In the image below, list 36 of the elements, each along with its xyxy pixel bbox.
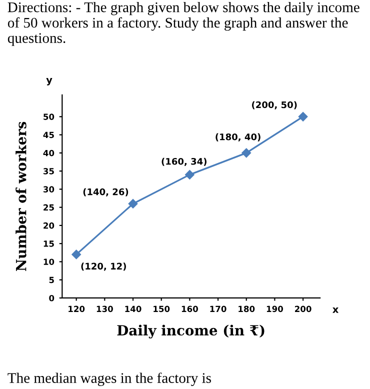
chart-title: Directions: - The graph given below shows the daily income of 50 workers in a factory. Study the graph and answer the questions. — [8, 2, 360, 46]
y-tick-label: 45 — [43, 132, 54, 138]
x-tick-label: 190 — [266, 306, 284, 312]
text: y — [46, 78, 52, 86]
point — [128, 199, 138, 208]
point — [72, 250, 81, 260]
annotation: (120, 12) — [81, 262, 126, 271]
y-tick-label: 25 — [44, 204, 54, 211]
y-tick-label: 5 — [49, 276, 54, 284]
x-tick-label: 120 — [68, 306, 85, 312]
y-tick-label: 0 — [49, 294, 54, 302]
x-axis-title: Daily income (in ₹) — [117, 324, 264, 338]
x-tick-label: 150 — [154, 306, 170, 312]
x-tick-label: 130 — [96, 306, 113, 312]
annotation: (140, 26) — [83, 188, 128, 196]
point — [185, 170, 194, 180]
y-tick-label: 15 — [44, 240, 54, 247]
x-tick-label: 180 — [238, 306, 255, 312]
y-tick-label: 10 — [44, 258, 54, 265]
annotation: (160, 34) — [162, 158, 206, 166]
x-tick-label: 140 — [125, 306, 142, 312]
y-tick-label: 40 — [43, 150, 54, 156]
text: The median wages in the factory is — [8, 372, 211, 386]
y-tick-label: 30 — [43, 186, 54, 192]
x-tick-label: 200 — [295, 306, 312, 312]
y-tick-label: 20 — [44, 222, 54, 229]
text: x — [332, 308, 339, 313]
x-tick-label: 160 — [182, 306, 198, 312]
annotation: (200, 50) — [252, 101, 297, 110]
annotation: (180, 40) — [216, 133, 260, 142]
y-axis-title: Number of workers — [16, 122, 26, 272]
point — [242, 148, 251, 158]
x-tick-label: 170 — [210, 306, 226, 312]
y-tick-label: 35 — [43, 168, 54, 174]
point — [298, 112, 308, 122]
y-tick-label: 50 — [44, 114, 54, 120]
